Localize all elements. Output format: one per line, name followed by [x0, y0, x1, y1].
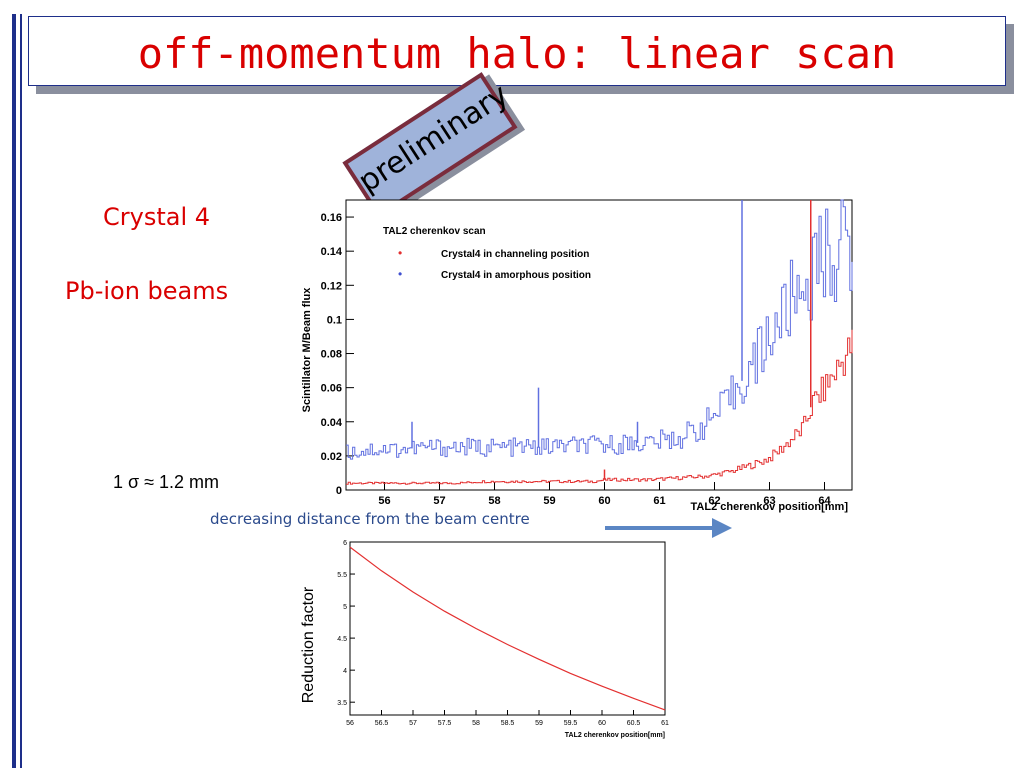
legend-channeling-marker: •	[398, 246, 402, 260]
reduction-x-tick-label: 61	[661, 720, 669, 727]
slide-title: off-momentum halo: linear scan	[137, 29, 897, 78]
cherenkov-plot-frame	[345, 199, 853, 491]
reduction-y-tick-label: 4.5	[337, 636, 347, 643]
cherenkov-y-axis-label: Scintillator M/Beam flux	[301, 287, 313, 413]
reduction-y-axis-label: Reduction factor	[300, 586, 317, 703]
cherenkov-x-tick-label: 56	[378, 495, 390, 507]
reduction-x-tick-label: 57.5	[438, 720, 452, 727]
cherenkov-y-tick-label: 0.1	[327, 314, 342, 326]
preliminary-stamp-text: preliminary	[352, 77, 515, 200]
cherenkov-x-tick-label: 63	[763, 495, 775, 507]
cherenkov-series-line	[346, 329, 853, 485]
cherenkov-y-tick-label: 0.16	[321, 212, 342, 224]
cherenkov-y-tick-label: 0.02	[321, 451, 342, 463]
cherenkov-x-tick-label: 60	[598, 495, 610, 507]
sidebar-accent-bar	[12, 14, 16, 768]
reduction-y-tick-label: 6	[343, 540, 347, 547]
reduction-x-tick-label: 59.5	[564, 720, 578, 727]
cherenkov-x-axis-label: TAL2 cherenkov position[mm]	[691, 501, 849, 513]
title-banner: off-momentum halo: linear scan	[28, 16, 1006, 86]
reduction-x-tick-label: 56	[346, 720, 354, 727]
reduction-x-tick-label: 60.5	[627, 720, 641, 727]
cherenkov-x-tick-label: 57	[433, 495, 445, 507]
reduction-x-tick-label: 58	[472, 720, 480, 727]
distance-arrow-label: decreasing distance from the beam centre	[210, 510, 530, 528]
cherenkov-series-line	[346, 199, 853, 460]
legend-amorphous-marker: •	[398, 267, 402, 281]
reduction-y-tick-label: 5	[343, 604, 347, 611]
reduction-x-tick-label: 57	[409, 720, 417, 727]
reduction-plot-frame	[349, 541, 666, 716]
beam-label: Pb-ion beams	[65, 277, 229, 305]
reduction-x-tick-label: 58.5	[501, 720, 515, 727]
cherenkov-x-tick-label: 58	[488, 495, 500, 507]
reduction-y-tick-label: 3.5	[337, 700, 347, 707]
sigma-label: 1 σ ≈ 1.2 mm	[113, 472, 220, 492]
cherenkov-y-tick-label: 0.12	[321, 280, 342, 292]
reduction-y-tick-label: 4	[343, 668, 347, 675]
reduction-x-tick-label: 60	[598, 720, 606, 727]
legend-channeling-label: Crystal4 in channeling position	[441, 249, 589, 260]
reduction-factor-chart: 56 56.5 57 57.5 58 58.5 59 59.5 60 60.5 613.544.55…	[300, 540, 669, 739]
reduction-x-axis-label: TAL2 cherenkov position[mm]	[565, 732, 665, 739]
cherenkov-y-tick-label: 0.08	[321, 349, 342, 361]
cherenkov-y-tick-label: 0.04	[321, 417, 343, 429]
reduction-y-tick-label: 5.5	[337, 572, 347, 579]
reduction-x-tick-label: 59	[535, 720, 543, 727]
reduction-factor-curve	[349, 546, 666, 711]
cherenkov-scan-chart: 56 57 58 59 60 61 62 63 64 0 0.02 0.04 0.06 0.08 0.1 0.…	[301, 199, 853, 513]
legend-amorphous-label: Crystal4 in amorphous position	[441, 270, 591, 281]
cherenkov-x-tick-label: 61	[653, 495, 665, 507]
crystal-label: Crystal 4	[103, 203, 211, 231]
cherenkov-y-tick-label: 0	[336, 485, 342, 497]
cherenkov-chart-title: TAL2 cherenkov scan	[383, 226, 486, 237]
cherenkov-y-tick-label: 0.06	[321, 383, 342, 395]
cherenkov-x-tick-label: 64	[818, 495, 831, 507]
cherenkov-x-tick-label: 62	[708, 495, 720, 507]
cherenkov-x-tick-label: 59	[543, 495, 555, 507]
cherenkov-y-tick-label: 0.14	[321, 246, 343, 258]
sidebar-accent-line	[20, 14, 22, 768]
reduction-x-tick-label: 56.5	[375, 720, 389, 727]
